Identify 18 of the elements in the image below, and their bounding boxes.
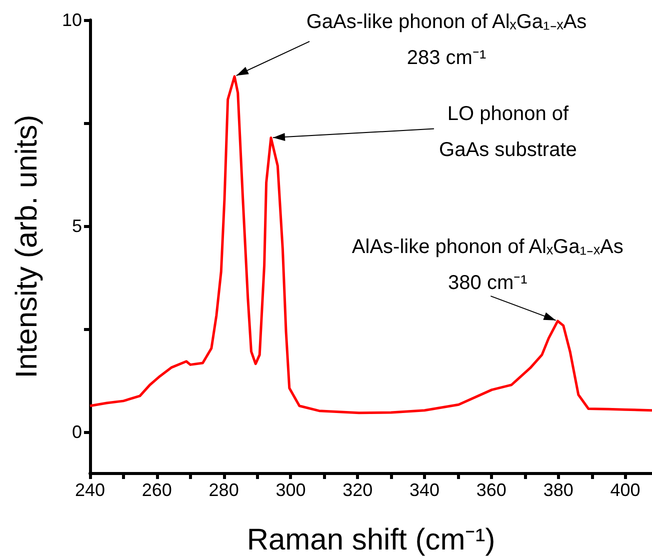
- x-tick-label: 300: [276, 480, 306, 500]
- y-tick-label: 10: [62, 10, 82, 30]
- y-axis-title: Intensity (arb. units): [10, 114, 44, 378]
- x-tick-label: 400: [610, 480, 640, 500]
- x-tick-label: 260: [142, 480, 172, 500]
- x-tick-label: 240: [74, 480, 106, 500]
- y-tick-label: 5: [72, 216, 82, 236]
- x-axis-title: Raman shift (cm⁻¹): [246, 524, 496, 556]
- x-tick-label: 380: [543, 480, 574, 500]
- annotation: GaAs-like phonon of AlₓGa₁₋ₓAs 283 cm⁻¹: [305, 10, 588, 72]
- y-tick-label: 0: [72, 422, 82, 442]
- line-series: [88, 75, 652, 414]
- x-tick-label: 280: [208, 480, 239, 500]
- x-tick-label: 360: [476, 480, 506, 500]
- x-tick-label: 340: [410, 480, 440, 500]
- x-tick-label: 320: [342, 480, 373, 500]
- annotation: LO phonon of GaAs substrate: [438, 102, 578, 163]
- annotation: AlAs-like phonon of AlₓGa₁₋ₓAs 380 cm⁻¹: [350, 235, 624, 296]
